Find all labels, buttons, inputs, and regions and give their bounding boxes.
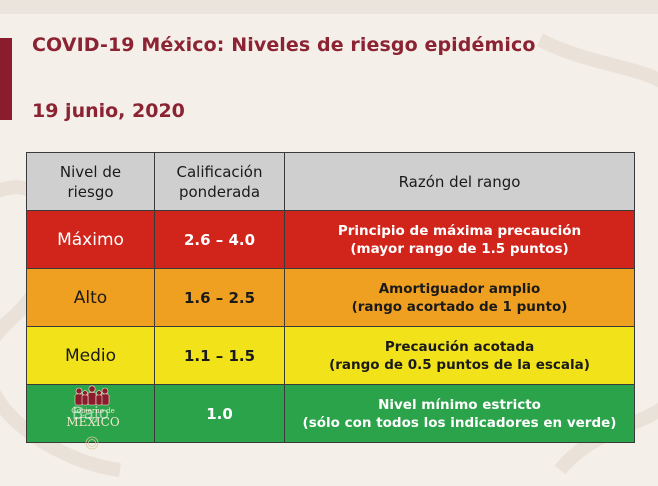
top-strip bbox=[0, 0, 658, 14]
table-header-row: Nivel de riesgo Calificación ponderada R… bbox=[26, 152, 635, 211]
page-date: 19 junio, 2020 bbox=[32, 100, 185, 122]
reason-cell: Principio de máxima precaución (mayor ra… bbox=[284, 210, 635, 269]
accent-side-bar bbox=[0, 38, 12, 120]
level-label: Máximo bbox=[57, 229, 124, 250]
reason-detail: (sólo con todos los indicadores en verde… bbox=[302, 414, 617, 431]
score-value: 1.6 – 2.5 bbox=[183, 289, 256, 307]
table-row-maximo: Máximo 2.6 – 4.0 Principio de máxima pre… bbox=[26, 210, 635, 269]
level-cell: Medio bbox=[26, 326, 155, 385]
reason-title: Amortiguador amplio bbox=[378, 280, 541, 297]
column-header-score-line2: ponderada bbox=[178, 182, 261, 201]
column-header-reason-label: Razón del rango bbox=[398, 172, 521, 191]
column-header-level: Nivel de riesgo bbox=[26, 152, 155, 211]
table-row-medio: Medio 1.1 – 1.5 Precaución acotada (rang… bbox=[26, 326, 635, 385]
score-cell: 2.6 – 4.0 bbox=[154, 210, 285, 269]
level-cell: Máximo bbox=[26, 210, 155, 269]
reason-title: Principio de máxima precaución bbox=[337, 222, 582, 239]
reason-title: Precaución acotada bbox=[384, 338, 535, 355]
column-header-level-line2: riesgo bbox=[67, 182, 114, 201]
table-row-alto: Alto 1.6 – 2.5 Amortiguador amplio (rang… bbox=[26, 268, 635, 327]
gobierno-mexico-logo: Gobierno de MÉXICO bbox=[66, 385, 120, 451]
logo-text-mexico: MÉXICO bbox=[66, 415, 120, 429]
reason-detail: (rango de 0.5 puntos de la escala) bbox=[329, 356, 590, 373]
risk-levels-table: Nivel de riesgo Calificación ponderada R… bbox=[26, 152, 635, 450]
level-label: Bajo bbox=[71, 403, 110, 424]
reason-title: Nivel mínimo estricto bbox=[378, 396, 541, 413]
score-value: 2.6 – 4.0 bbox=[183, 231, 256, 249]
column-header-score-line1: Calificación bbox=[176, 162, 263, 181]
reason-detail: (mayor rango de 1.5 puntos) bbox=[350, 240, 569, 257]
column-header-level-line1: Nivel de bbox=[59, 162, 122, 181]
level-label: Medio bbox=[64, 345, 117, 366]
reason-cell: Precaución acotada (rango de 0.5 puntos … bbox=[284, 326, 635, 385]
reason-detail: (rango acortado de 1 punto) bbox=[351, 298, 568, 315]
level-label: Alto bbox=[73, 287, 108, 308]
reason-cell: Amortiguador amplio (rango acortado de 1… bbox=[284, 268, 635, 327]
score-cell: 1.0 bbox=[154, 384, 285, 443]
score-cell: 1.1 – 1.5 bbox=[154, 326, 285, 385]
reason-cell: Nivel mínimo estricto (sólo con todos lo… bbox=[284, 384, 635, 443]
score-cell: 1.6 – 2.5 bbox=[154, 268, 285, 327]
column-header-reason: Razón del rango bbox=[284, 152, 635, 211]
logo-figures-icon bbox=[74, 385, 110, 450]
logo-text-gobierno: Gobierno de bbox=[71, 407, 115, 415]
score-value: 1.1 – 1.5 bbox=[183, 347, 256, 365]
column-header-score: Calificación ponderada bbox=[154, 152, 285, 211]
level-cell: Bajo bbox=[26, 384, 155, 450]
page-title: COVID-19 México: Niveles de riesgo epidé… bbox=[32, 34, 536, 56]
level-cell: Alto bbox=[26, 268, 155, 327]
score-value: 1.0 bbox=[206, 405, 233, 423]
table-row-bajo: Bajo bbox=[26, 384, 635, 450]
